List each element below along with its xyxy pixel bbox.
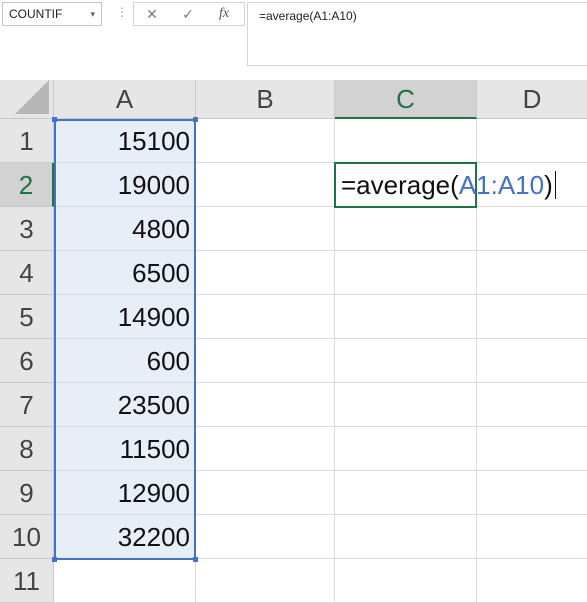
cell-d7[interactable] [477, 383, 587, 427]
formula-suffix: ) [544, 170, 553, 200]
cell-c11[interactable] [335, 559, 477, 603]
text-caret [554, 171, 556, 199]
cell-d6[interactable] [477, 339, 587, 383]
cell-b8[interactable] [196, 427, 335, 471]
cell-a10[interactable]: 32200 [54, 515, 196, 559]
row-header-5[interactable]: 5 [0, 295, 54, 339]
cell-value: 12900 [117, 478, 190, 508]
cell-value: 4800 [132, 214, 190, 244]
cell-d2[interactable] [477, 163, 587, 207]
row-header-1[interactable]: 1 [0, 119, 54, 163]
cell-d8[interactable] [477, 427, 587, 471]
formula-text: =average(A1:A10) [259, 9, 357, 23]
row-header-2[interactable]: 2 [0, 163, 54, 207]
row-header-6[interactable]: 6 [0, 339, 54, 383]
cell-value: 23500 [117, 390, 190, 420]
cell-b6[interactable] [196, 339, 335, 383]
row-header-4[interactable]: 4 [0, 251, 54, 295]
cell-a7[interactable]: 23500 [54, 383, 196, 427]
cell-b5[interactable] [196, 295, 335, 339]
row-header-8[interactable]: 8 [0, 427, 54, 471]
range-handle[interactable] [193, 557, 198, 562]
select-all-triangle-icon [15, 80, 49, 114]
cell-d10[interactable] [477, 515, 587, 559]
cell-a3[interactable]: 4800 [54, 207, 196, 251]
enter-icon[interactable]: ✓ [182, 6, 194, 22]
cell-a2[interactable]: 19000 [54, 163, 196, 207]
formula-input[interactable]: =average(A1:A10) [247, 2, 587, 66]
cell-c10[interactable] [335, 515, 477, 559]
range-handle[interactable] [193, 117, 198, 122]
cell-b10[interactable] [196, 515, 335, 559]
column-header-d[interactable]: D [477, 80, 587, 119]
formula-prefix: =average( [341, 170, 459, 200]
cell-a4[interactable]: 6500 [54, 251, 196, 295]
cell-c4[interactable] [335, 251, 477, 295]
cell-a5[interactable]: 14900 [54, 295, 196, 339]
cell-a9[interactable]: 12900 [54, 471, 196, 515]
name-box-value: COUNTIF [9, 7, 63, 21]
cell-a1[interactable]: 15100 [54, 119, 196, 163]
cell-c1[interactable] [335, 119, 477, 163]
spreadsheet-grid: A B C D 1 15100 2 19000 3 4800 4 6500 5 14900 6 600… [0, 80, 587, 603]
row-header-10[interactable]: 10 [0, 515, 54, 559]
cell-value: 14900 [117, 302, 190, 332]
cell-b3[interactable] [196, 207, 335, 251]
cell-value: 600 [146, 346, 190, 376]
chevron-down-icon[interactable]: ▾ [90, 9, 95, 19]
formula-range-reference: A1:A10 [458, 170, 545, 200]
cell-c9[interactable] [335, 471, 477, 515]
cell-d11[interactable] [477, 559, 587, 603]
cell-a8[interactable]: 11500 [54, 427, 196, 471]
cell-b7[interactable] [196, 383, 335, 427]
column-header-c[interactable]: C [335, 80, 477, 119]
cell-a11[interactable] [54, 559, 196, 603]
drag-handle-icon[interactable]: ⋮ [116, 5, 128, 19]
cell-d5[interactable] [477, 295, 587, 339]
range-handle[interactable] [52, 557, 57, 562]
row-header-7[interactable]: 7 [0, 383, 54, 427]
cell-b1[interactable] [196, 119, 335, 163]
row-header-3[interactable]: 3 [0, 207, 54, 251]
cell-d9[interactable] [477, 471, 587, 515]
cell-edit-text: =average(A1:A10) [341, 170, 556, 201]
cell-value: 11500 [119, 434, 190, 464]
cancel-icon[interactable]: ✕ [146, 6, 158, 22]
cell-c6[interactable] [335, 339, 477, 383]
cell-value: 19000 [117, 170, 190, 200]
formula-buttons: ✕ ✓ fx [133, 2, 245, 26]
row-header-11[interactable]: 11 [0, 559, 54, 603]
cell-value: 32200 [117, 522, 190, 552]
name-box[interactable]: COUNTIF ▾ [2, 2, 102, 26]
cell-c5[interactable] [335, 295, 477, 339]
cell-b9[interactable] [196, 471, 335, 515]
cell-b11[interactable] [196, 559, 335, 603]
cell-d1[interactable] [477, 119, 587, 163]
column-header-a[interactable]: A [54, 80, 196, 119]
cell-d4[interactable] [477, 251, 587, 295]
cell-c8[interactable] [335, 427, 477, 471]
cell-b2[interactable] [196, 163, 335, 207]
cell-d3[interactable] [477, 207, 587, 251]
active-cell-c2[interactable]: =average(A1:A10) [334, 162, 556, 208]
cell-value: 6500 [132, 258, 190, 288]
insert-function-icon[interactable]: fx [218, 6, 230, 21]
cell-a6[interactable]: 600 [54, 339, 196, 383]
cell-value: 15100 [117, 126, 190, 156]
row-header-9[interactable]: 9 [0, 471, 54, 515]
cell-b4[interactable] [196, 251, 335, 295]
range-handle[interactable] [52, 117, 57, 122]
cell-c3[interactable] [335, 207, 477, 251]
cell-c7[interactable] [335, 383, 477, 427]
formula-bar-area: COUNTIF ▾ ⋮ ✕ ✓ fx =average(A1:A10) [0, 0, 587, 69]
select-all-button[interactable] [0, 80, 54, 119]
column-header-b[interactable]: B [196, 80, 335, 119]
